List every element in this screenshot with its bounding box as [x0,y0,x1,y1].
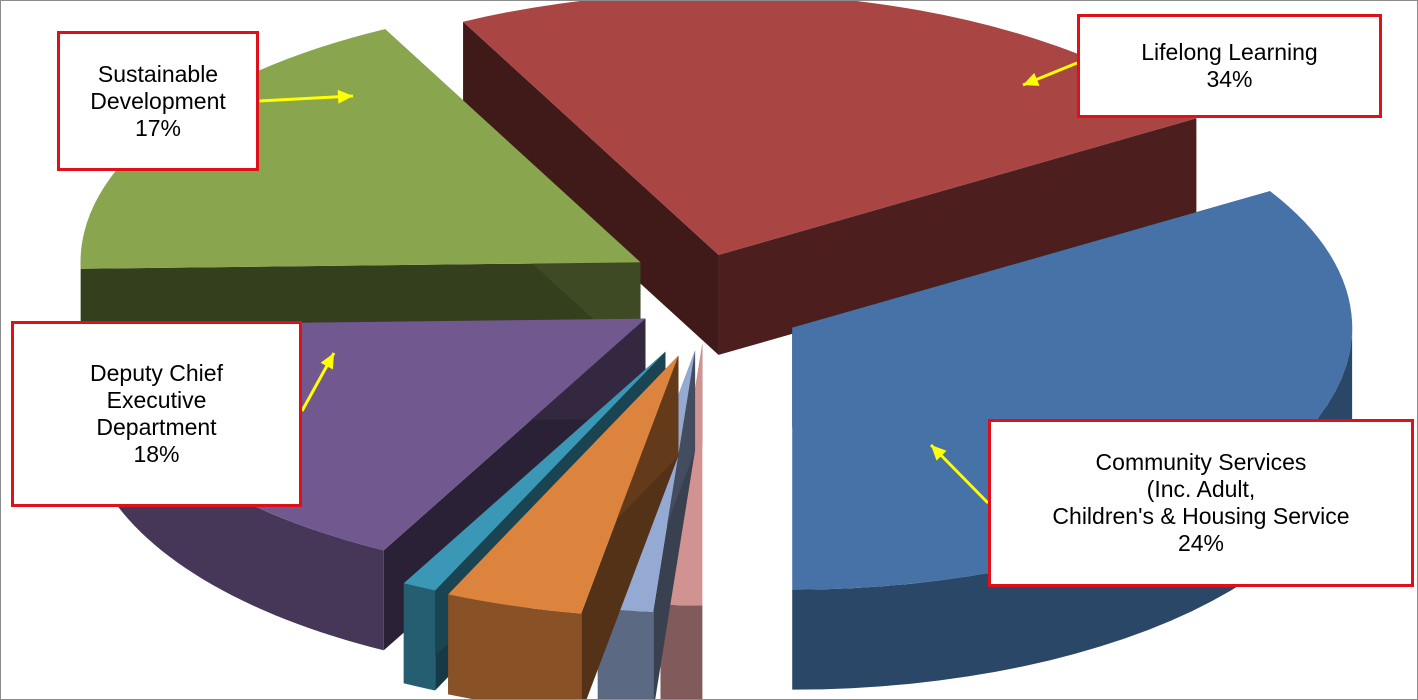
arrow-deputy-chief [300,352,336,412]
slice-small-orange [448,355,679,699]
label-line: Sustainable [97,60,219,87]
percent-label: 17% [134,114,182,141]
label-line: (Inc. Adult, [1146,476,1256,502]
slice-rim [85,325,384,651]
label-line: Executive [106,387,207,413]
percent-label: 18% [133,441,180,467]
slice-rim [448,594,582,699]
arrow-lifelong-learning [1022,61,1078,87]
label-line: Community Services [1095,449,1307,475]
label-line: Department [96,414,217,440]
arrow-sustainable-development [258,89,354,104]
slice-top [403,351,666,591]
slice-top [448,355,679,614]
label-line: Deputy Chief [90,360,223,386]
slice-top [463,1,1197,255]
slice-side-wall [463,21,719,355]
slice-rim [792,322,1353,690]
slice-community-services [463,1,1197,355]
label-line: Development [90,87,226,114]
label-line: Lifelong Learning [1141,39,1318,65]
percent-label: 24% [1177,530,1225,556]
percent-label: 34% [1206,66,1253,92]
callout-deputy-chief: Deputy Chief Executive Department 18% [11,321,302,507]
callout-community-services: Community Services (Inc. Adult, Children… [988,419,1414,587]
slice-rim [403,583,436,691]
arrow-community-services [929,443,990,505]
callout-sustainable-development: Sustainable Development 17% [57,31,259,171]
slice-side-wall [718,118,1197,355]
callout-lifelong-learning: Lifelong Learning 34% [1077,14,1382,118]
slice-rim [660,604,703,699]
label-line: Children's & Housing Service [1052,503,1350,529]
